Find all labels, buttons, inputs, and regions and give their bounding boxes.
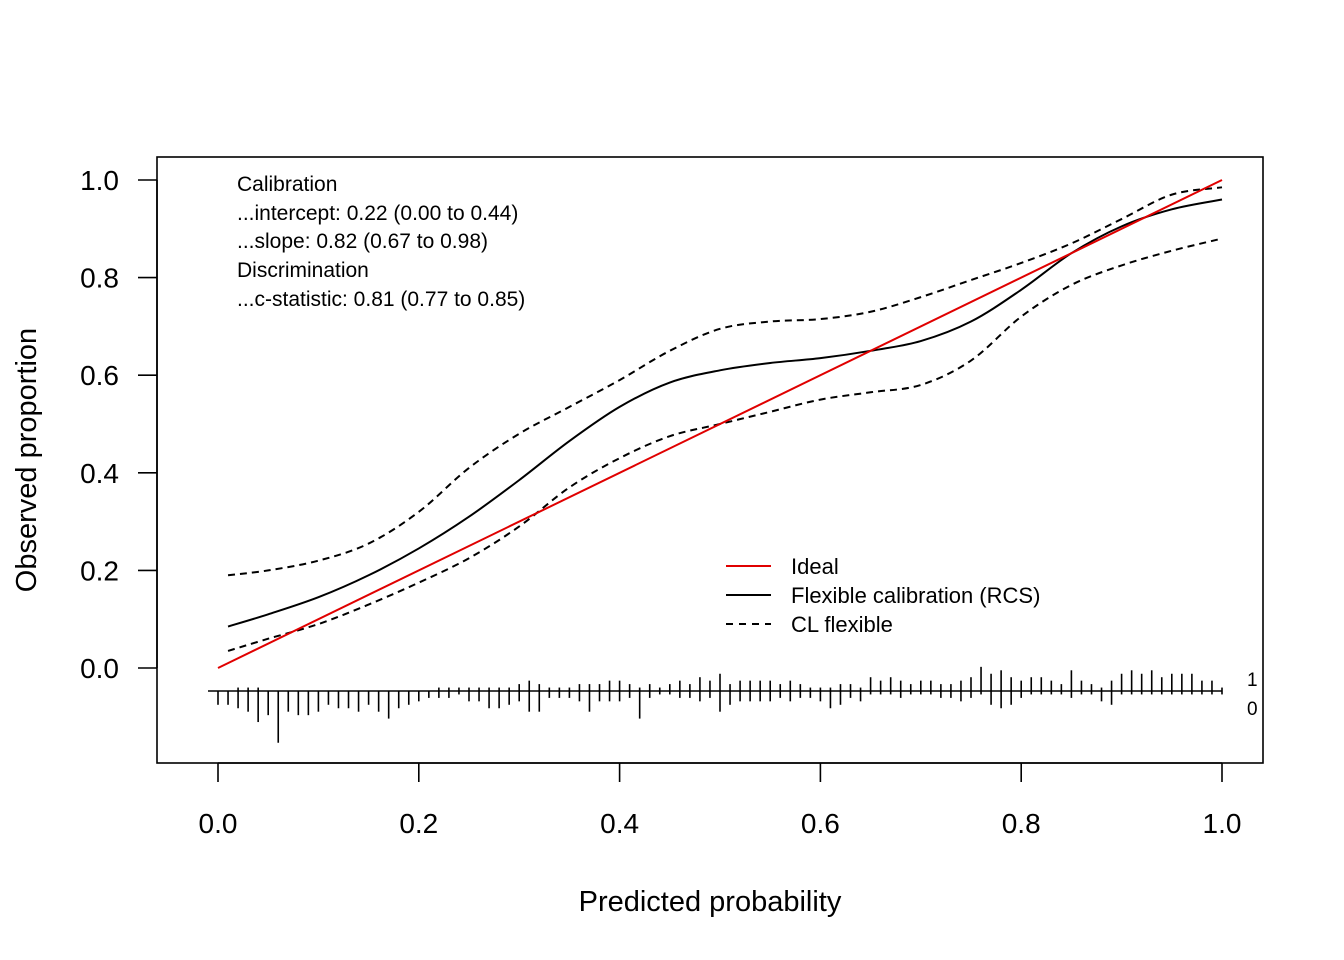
- legend-label-ideal: Ideal: [791, 554, 839, 579]
- x-axis: 0.0 0.2 0.4 0.6 0.8 1.0: [199, 762, 1242, 839]
- legend-label-cl: CL flexible: [791, 612, 893, 637]
- annotation-c-statistic: ...c-statistic: 0.81 (0.77 to 0.85): [237, 288, 525, 311]
- y-tick-label: 0.0: [80, 653, 119, 684]
- x-tick-label: 0.2: [399, 808, 438, 839]
- series-line-flexible-calibration: [227, 198, 1223, 628]
- y-tick-label: 0.4: [80, 458, 119, 489]
- series-layer: [217, 179, 1223, 669]
- annotation-block: Calibration ...intercept: 0.22 (0.00 to …: [237, 173, 525, 311]
- y-tick-label: 0.8: [80, 263, 119, 294]
- x-tick-label: 1.0: [1203, 808, 1242, 839]
- rug-layer: [208, 666, 1223, 743]
- annotation-intercept: ...intercept: 0.22 (0.00 to 0.44): [237, 202, 518, 225]
- rug-label-positive: 1: [1247, 670, 1258, 691]
- x-axis-title: Predicted probability: [579, 886, 842, 918]
- y-tick-label: 1.0: [80, 165, 119, 196]
- y-tick-label: 0.6: [80, 360, 119, 391]
- series-line-cl-flexible-upper: [227, 186, 1223, 577]
- y-tick-label: 0.2: [80, 555, 119, 586]
- x-tick-label: 0.4: [600, 808, 639, 839]
- x-tick-label: 0.8: [1002, 808, 1041, 839]
- series-line-ideal: [217, 179, 1223, 669]
- x-tick-label: 0.6: [801, 808, 840, 839]
- y-axis: 0.0 0.2 0.4 0.6 0.8 1.0: [80, 165, 158, 684]
- legend-label-flexible: Flexible calibration (RCS): [791, 583, 1040, 608]
- annotation-calibration: Calibration: [237, 173, 337, 196]
- rug-label-negative: 0: [1247, 699, 1258, 720]
- annotation-slope: ...slope: 0.82 (0.67 to 0.98): [237, 230, 488, 253]
- annotation-discrimination: Discrimination: [237, 259, 369, 282]
- y-axis-title: Observed proportion: [11, 328, 43, 592]
- legend: Ideal Flexible calibration (RCS) CL flex…: [726, 554, 1040, 637]
- x-tick-label: 0.0: [199, 808, 238, 839]
